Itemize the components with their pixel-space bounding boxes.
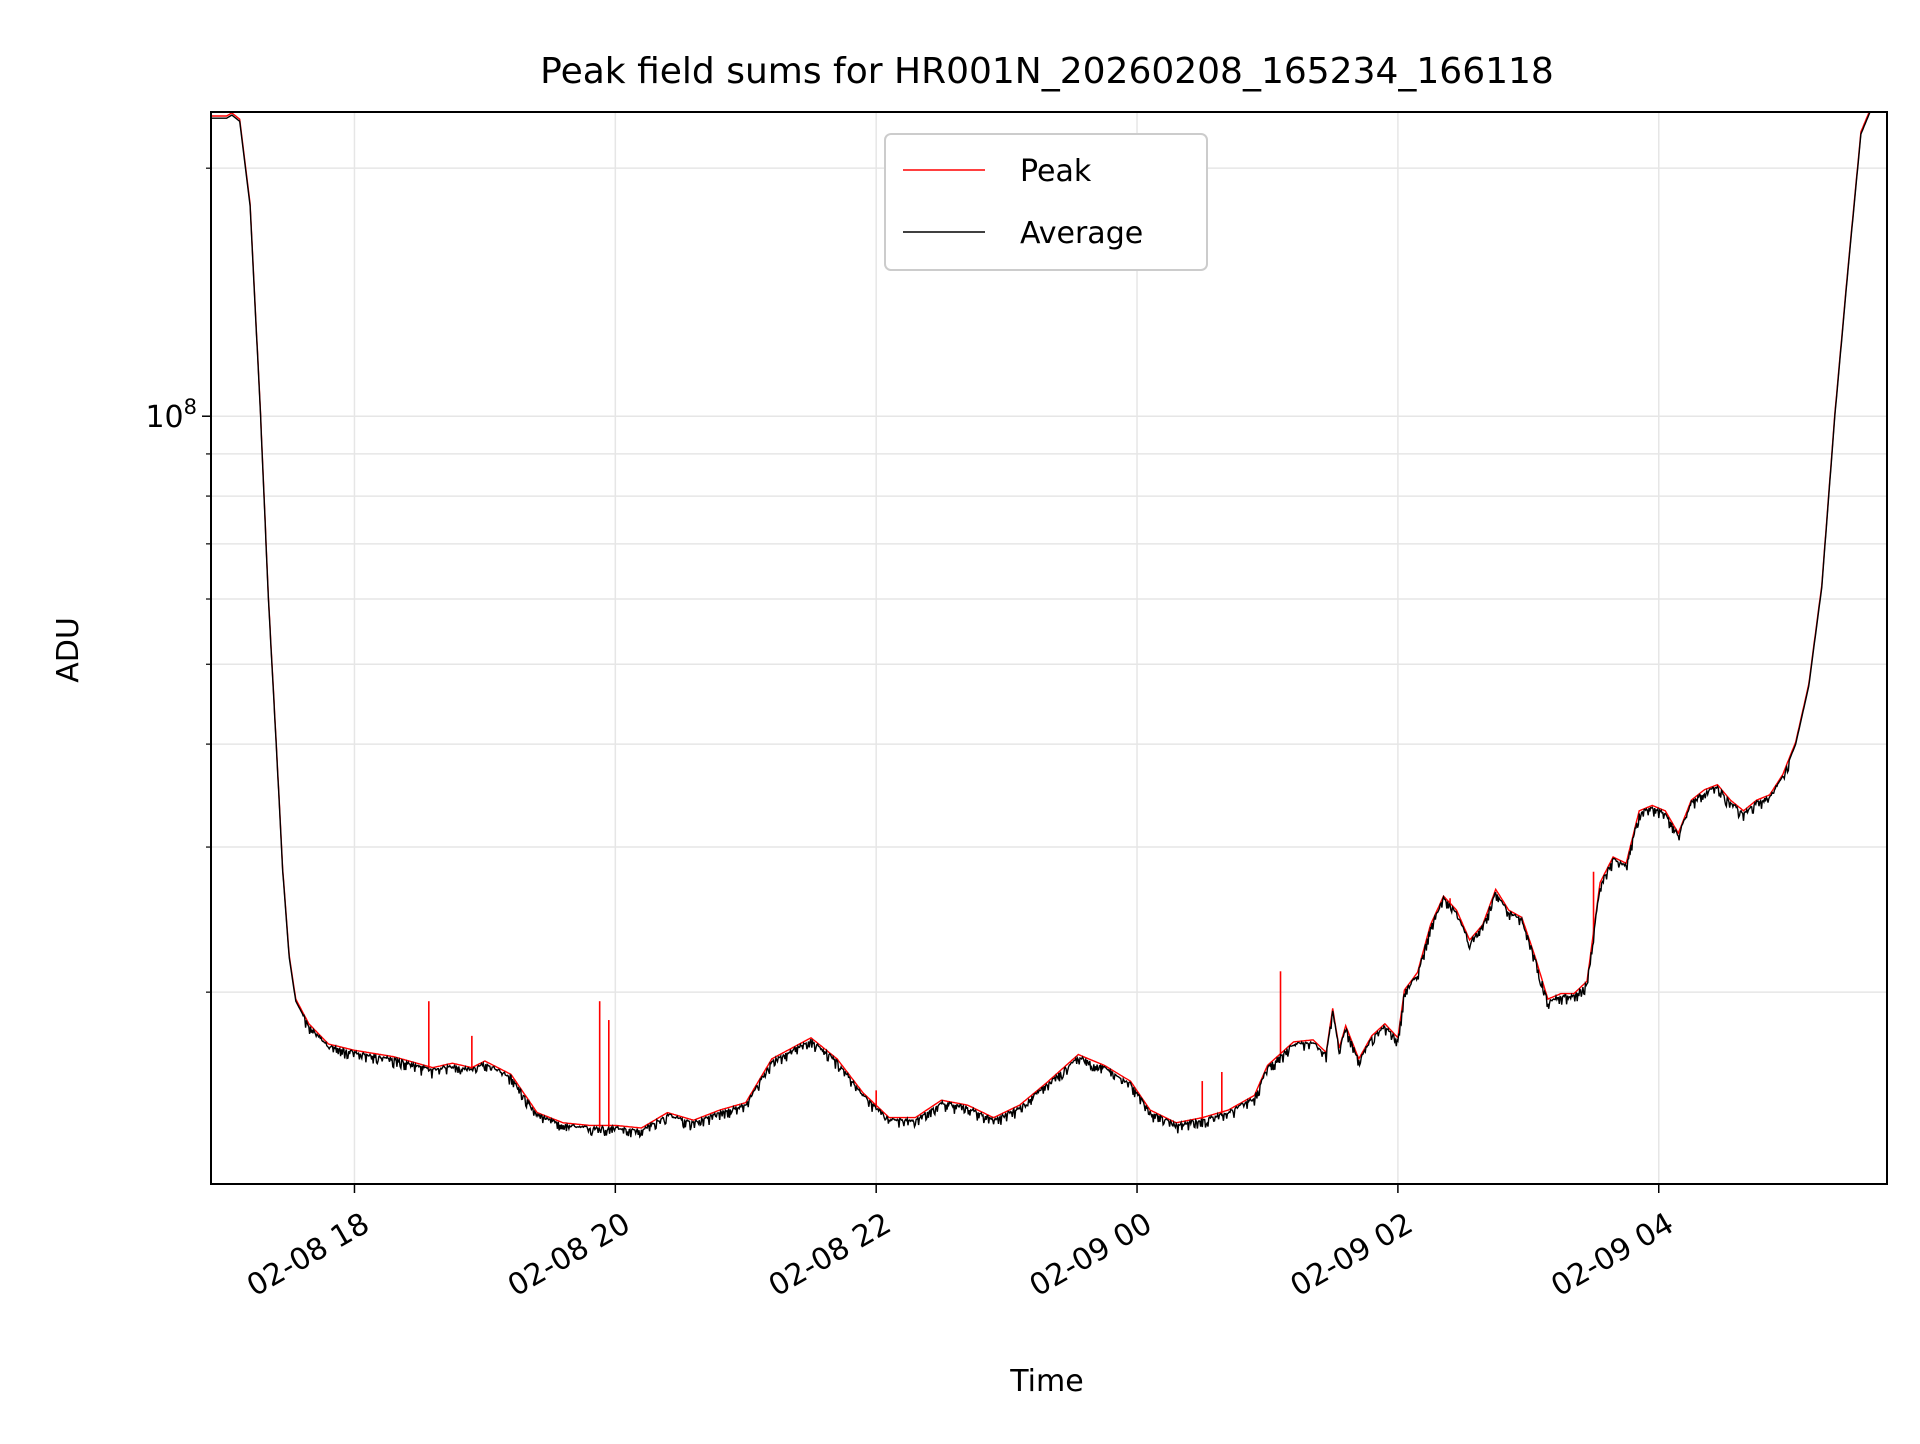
- x-tick-label: 02-09 02: [1285, 1206, 1419, 1304]
- legend-box: [884, 133, 1208, 271]
- y-axis-label: ADU: [51, 617, 86, 683]
- peak-spikes: [428, 871, 1595, 1128]
- series-lines: [211, 111, 1871, 1139]
- legend-average-label: Average: [1020, 216, 1143, 251]
- axes-frame: [210, 111, 1888, 1185]
- x-tick-label: 02-08 22: [763, 1206, 897, 1304]
- legend-peak-label: Peak: [1020, 154, 1092, 189]
- grid-lines: [211, 112, 1887, 1184]
- x-axis-label: Time: [1009, 1364, 1083, 1399]
- legend: Peak Average: [884, 133, 1208, 271]
- average-series-line: [211, 111, 1871, 1139]
- chart-title: Peak field sums for HR001N_20260208_1652…: [540, 51, 1554, 92]
- x-tick-label: 02-08 20: [502, 1206, 636, 1304]
- x-axis-ticks: 02-08 18 02-08 20 02-08 22 02-09 00 02-09 02…: [241, 1184, 1680, 1304]
- x-tick-label: 02-09 00: [1024, 1206, 1158, 1304]
- x-tick-label: 02-09 04: [1545, 1206, 1679, 1304]
- y-axis-ticks: 108: [145, 167, 211, 993]
- x-tick-label: 02-08 18: [241, 1206, 375, 1304]
- y-tick-label-major: 108: [145, 395, 197, 435]
